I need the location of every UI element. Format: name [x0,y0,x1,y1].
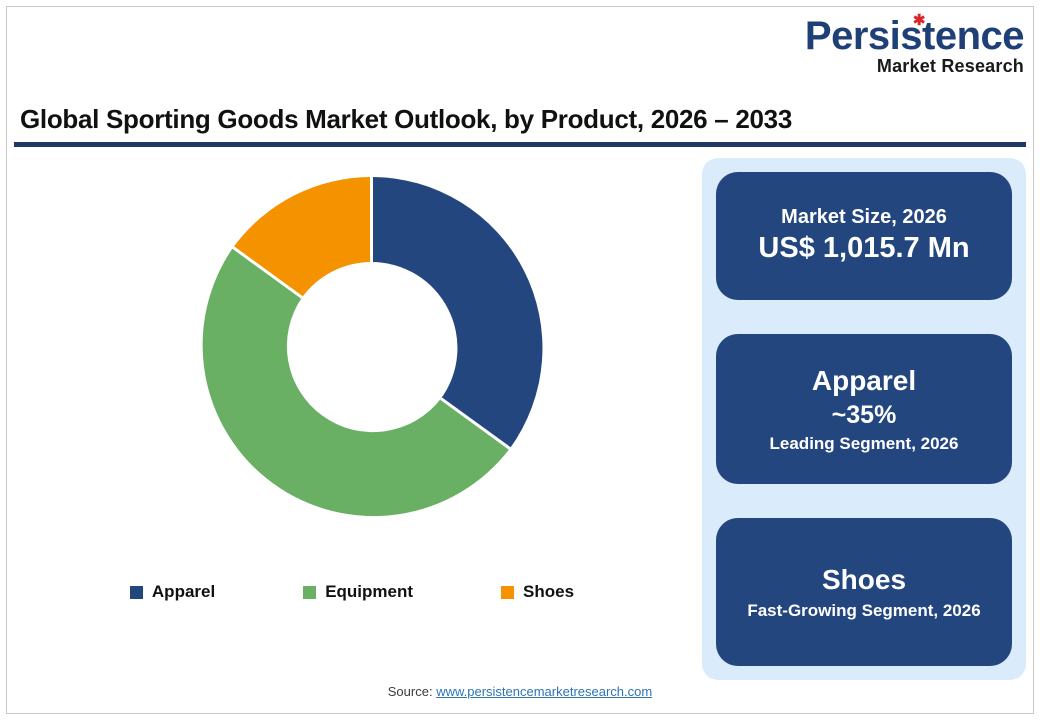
title-divider [14,142,1026,147]
slice-divider-equipment-shoes [232,246,303,299]
brand-name-text: Persistence [804,14,1025,58]
market-size-value: US$ 1,015.7 Mn [758,232,970,265]
legend-swatch-apparel [129,585,143,599]
donut-chart-svg [202,177,543,517]
legend-swatch-shoes [501,585,515,599]
legend-label-shoes: Shoes [523,582,575,601]
legend-label-equipment: Equipment [325,582,414,601]
chart-legend: Apparel Equipment Shoes [14,572,690,612]
fast-growing-segment-caption: Fast-Growing Segment, 2026 [747,601,981,621]
legend-item-apparel[interactable]: Apparel [129,582,216,602]
donut-slice-shoes[interactable] [233,177,372,298]
source-link[interactable]: www.persistencemarketresearch.com [436,684,653,699]
market-size-label: Market Size, 2026 [781,206,947,229]
legend-swatch-equipment [303,585,317,599]
brand-name: Persistence ✱ [804,12,1025,58]
stat-card-fast-growing-segment[interactable]: Shoes Fast-Growing Segment, 2026 [716,518,1012,666]
leading-segment-caption: Leading Segment, 2026 [769,433,959,453]
source-label: Source: [387,684,437,699]
asterisk-icon: ✱ [912,12,926,29]
legend-label-apparel: Apparel [151,582,216,601]
brand-logo: Persistence ✱ Market Research [774,12,1025,76]
stats-panel: Market Size, 2026 US$ 1,015.7 Mn Apparel… [702,158,1026,680]
fast-growing-segment-name: Shoes [821,563,907,595]
stat-card-leading-segment[interactable]: Apparel ~35% Leading Segment, 2026 [716,334,1012,484]
slice-divider-apparel-equipment [440,397,511,450]
donut-slice-apparel[interactable] [371,177,543,449]
stat-card-market-size[interactable]: Market Size, 2026 US$ 1,015.7 Mn [716,172,1012,300]
legend-item-shoes[interactable]: Shoes [501,582,574,602]
leading-segment-name: Apparel [811,365,917,397]
source-line: Source: www.persistencemarketresearch.co… [0,684,1040,699]
brand-tagline: Market Research [876,56,1024,76]
leading-segment-percent: ~35% [831,400,897,429]
donut-slice-equipment[interactable] [202,247,510,517]
legend-item-equipment[interactable]: Equipment [303,582,413,602]
page-title: Global Sporting Goods Market Outlook, by… [20,104,792,134]
donut-chart [14,150,690,610]
